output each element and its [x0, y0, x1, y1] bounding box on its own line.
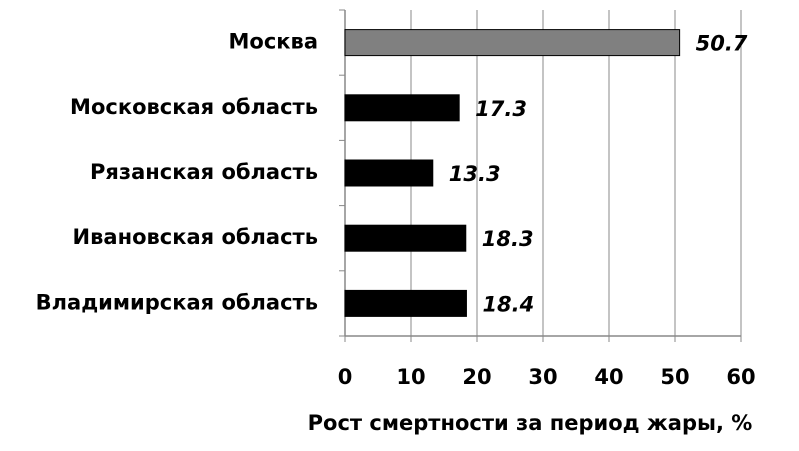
data-label: 50.7	[696, 32, 748, 56]
y-tick-label: Москва	[229, 30, 319, 54]
bar	[344, 29, 681, 57]
data-label: 13.3	[449, 162, 501, 186]
bar	[344, 159, 434, 187]
y-tick-label: Московская область	[70, 95, 318, 119]
x-axis-title: Рост смертности за период жары, %	[308, 411, 753, 435]
data-label: 18.3	[482, 227, 534, 251]
x-tick-label: 0	[338, 365, 353, 389]
y-tick-label: Рязанская область	[90, 160, 318, 184]
y-tick-label: Ивановская область	[73, 225, 318, 249]
bar	[344, 224, 467, 252]
data-label: 18.4	[482, 292, 534, 316]
x-tick-label: 20	[462, 365, 491, 389]
data-label: 17.3	[475, 97, 527, 121]
x-tick-label: 30	[528, 365, 557, 389]
x-tick-label: 60	[726, 365, 755, 389]
bar	[344, 289, 467, 317]
x-tick-label: 40	[594, 365, 623, 389]
bar	[344, 94, 460, 122]
y-tick-label: Владимирская область	[36, 290, 318, 314]
x-tick-label: 50	[660, 365, 689, 389]
x-tick-label: 10	[396, 365, 425, 389]
